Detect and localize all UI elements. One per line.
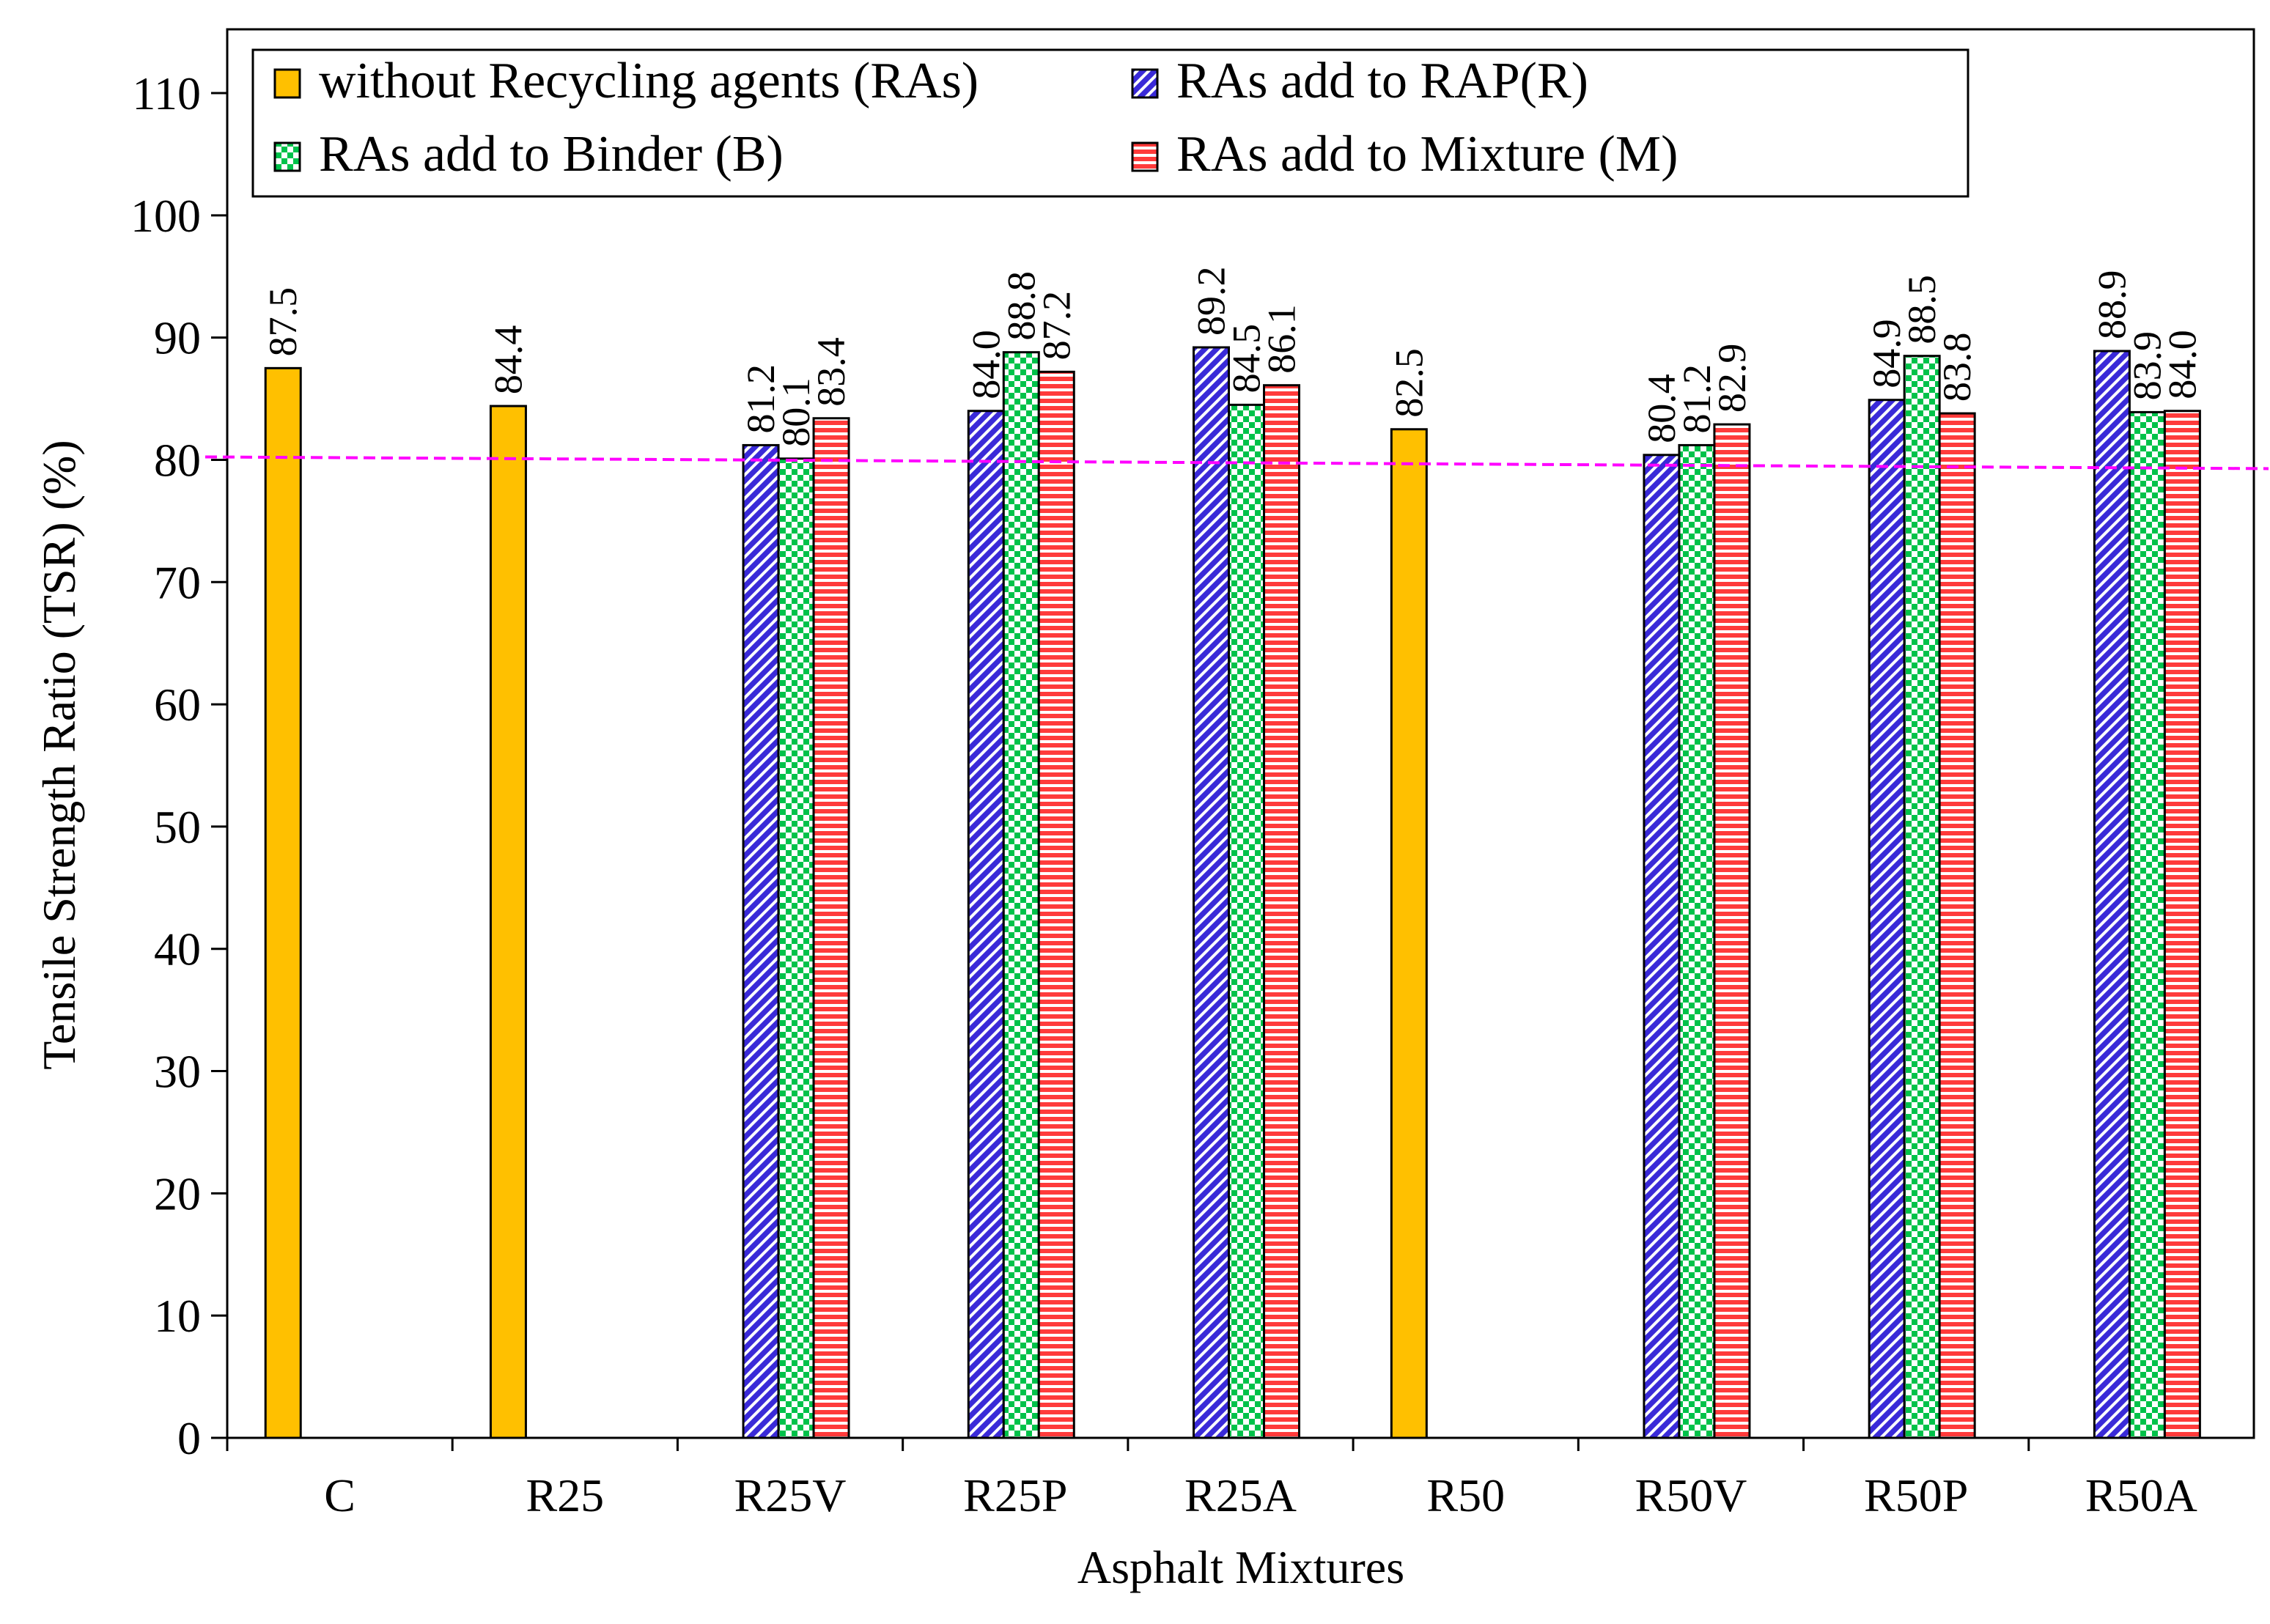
bar-R50V-1 <box>1643 454 1681 1439</box>
data-label: 84.9 <box>1865 319 1909 388</box>
data-label: 88.9 <box>2090 270 2134 339</box>
y-tick-label: 20 <box>154 1167 201 1219</box>
bar-R25V-1 <box>742 443 780 1439</box>
y-axis-ticks: 0 10 20 30 40 50 60 70 80 90 100 110 <box>130 67 227 1464</box>
y-tick-label: 70 <box>154 556 201 608</box>
legend-swatch <box>273 68 301 99</box>
data-label: 86.1 <box>1260 304 1304 374</box>
bar-R50V-3 <box>1713 423 1751 1439</box>
y-tick-label: 0 <box>177 1412 201 1464</box>
bar-R50P-3 <box>1938 412 1976 1439</box>
y-tick-label: 40 <box>154 923 201 975</box>
legend-label: RAs add to Binder (B) <box>319 126 784 182</box>
bar-R50A-1 <box>2093 350 2131 1439</box>
data-label: 84.0 <box>964 330 1008 399</box>
data-label: 83.8 <box>1935 333 1979 402</box>
data-label: 88.5 <box>1900 275 1944 344</box>
data-label: 81.2 <box>739 364 783 434</box>
data-labels: 87.584.481.280.183.4 84.088.887.2 89.284.5… <box>261 266 2204 446</box>
bar-R25P-3 <box>1037 370 1075 1439</box>
y-tick-label: 100 <box>130 190 201 242</box>
x-category-label: R25 <box>526 1469 604 1521</box>
data-label: 80.1 <box>774 377 818 447</box>
data-label: 87.5 <box>261 287 305 357</box>
x-category-label: R50V <box>1635 1469 1747 1521</box>
y-axis-title: Tensile Strength Ratio (TSR) (%) <box>33 440 85 1069</box>
bar-R25P-2 <box>1002 351 1040 1439</box>
x-axis-categories: C R25 R25V R25P R25A R50 R50V R50P R50A <box>226 1438 2197 1521</box>
data-label: 82.9 <box>1710 344 1754 413</box>
data-label: 83.4 <box>809 337 853 407</box>
data-label: 83.9 <box>2125 331 2169 401</box>
x-category-label: R50A <box>2085 1469 2197 1521</box>
bar-R25-0 <box>489 405 527 1439</box>
bar-R50P-1 <box>1868 399 1906 1439</box>
bar-C-0 <box>264 366 302 1439</box>
legend-box <box>251 48 1969 198</box>
x-axis-title: Asphalt Mixtures <box>1077 1541 1404 1593</box>
legend-label: RAs add to Mixture (M) <box>1176 126 1678 182</box>
data-label: 84.4 <box>486 325 530 395</box>
bar-R50P-2 <box>1903 355 1941 1439</box>
bar-R50A-3 <box>2163 410 2201 1439</box>
data-label: 82.5 <box>1387 348 1431 418</box>
data-label: 87.2 <box>1034 291 1078 361</box>
bar-R25A-1 <box>1193 346 1230 1439</box>
data-label: 80.4 <box>1640 374 1684 443</box>
bar-R25V-3 <box>812 417 850 1439</box>
bar-R25P-1 <box>967 410 1005 1439</box>
legend-swatch <box>1131 141 1159 172</box>
x-category-label: R25A <box>1184 1469 1297 1521</box>
bar-R25A-2 <box>1228 403 1265 1439</box>
y-tick-label: 60 <box>154 679 201 731</box>
legend-label: without Recycling agents (RAs) <box>319 53 979 109</box>
x-category-label: R50P <box>1864 1469 1968 1521</box>
bar-R25A-3 <box>1263 384 1300 1439</box>
legend: without Recycling agents (RAs) RAs add to… <box>251 48 1969 198</box>
y-tick-label: 110 <box>132 67 201 119</box>
x-category-label: R25P <box>963 1469 1067 1521</box>
legend-swatch <box>1131 68 1159 99</box>
bar-R25V-2 <box>777 457 815 1439</box>
bars <box>264 346 2201 1439</box>
bar-R50A-2 <box>2128 410 2166 1439</box>
x-category-label: R25V <box>734 1469 847 1521</box>
legend-label: RAs add to RAP(R) <box>1176 53 1588 109</box>
y-tick-label: 90 <box>154 312 201 364</box>
y-tick-label: 50 <box>154 801 201 853</box>
data-label: 88.8 <box>999 271 1043 341</box>
reference-line-group <box>204 455 2269 470</box>
x-category-label: C <box>324 1469 355 1521</box>
data-label: 81.2 <box>1675 364 1719 434</box>
reference-line <box>204 455 2269 470</box>
y-tick-label: 10 <box>154 1290 201 1342</box>
data-label: 84.0 <box>2160 330 2204 399</box>
y-tick-label: 30 <box>154 1046 201 1098</box>
bar-R50V-2 <box>1678 443 1716 1439</box>
bar-R50-0 <box>1390 428 1428 1439</box>
legend-swatch <box>273 141 301 172</box>
data-label: 89.2 <box>1190 266 1234 336</box>
x-category-label: R50 <box>1426 1469 1505 1521</box>
data-label: 84.5 <box>1225 324 1269 394</box>
y-tick-label: 80 <box>154 434 201 486</box>
